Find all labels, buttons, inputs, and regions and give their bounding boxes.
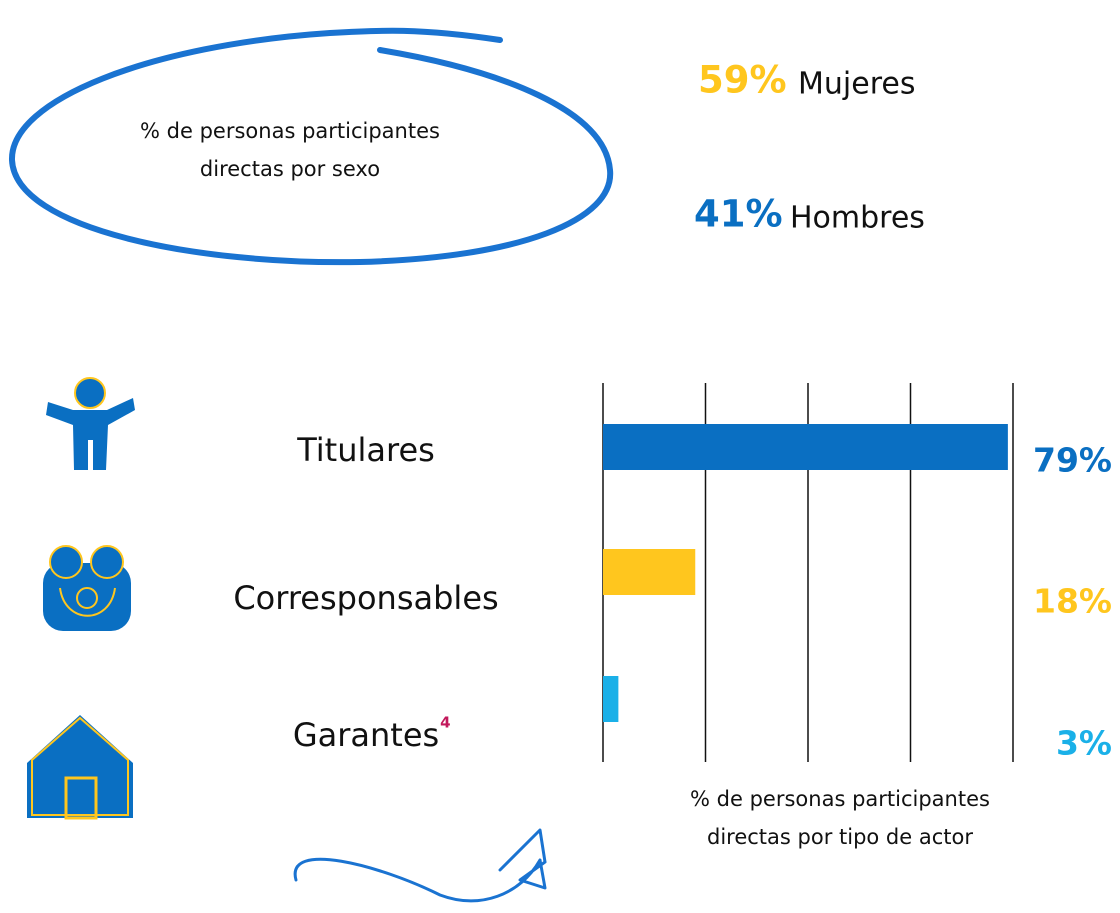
bar <box>603 424 1008 470</box>
women-pct: 59% <box>698 59 787 102</box>
category-label: Corresponsables <box>233 579 498 617</box>
bar <box>603 549 696 595</box>
footnote-mark: 4 <box>440 714 450 732</box>
sex-title: % de personas participantes directas por… <box>140 119 440 181</box>
house-icon <box>27 715 133 820</box>
men-pct: 41% <box>694 193 783 236</box>
family-icon <box>43 545 131 631</box>
person-icon <box>46 377 135 470</box>
men-label: Hombres <box>790 201 925 236</box>
value-label: 3% <box>1056 724 1112 763</box>
arrow-scribble <box>293 828 547 903</box>
category-label: Titulares <box>296 431 435 469</box>
ellipse-scribble <box>8 27 614 266</box>
category-label: Garantes <box>293 716 439 754</box>
chart-title: % de personas participantes directas por… <box>690 787 990 849</box>
value-label: 79% <box>1033 441 1112 480</box>
value-label: 18% <box>1033 582 1112 621</box>
women-label: Mujeres <box>798 67 915 102</box>
bar <box>603 676 619 722</box>
